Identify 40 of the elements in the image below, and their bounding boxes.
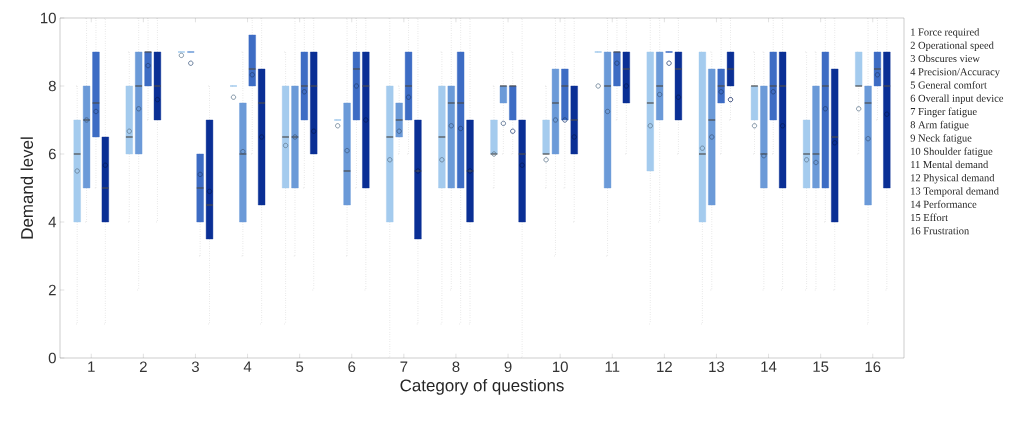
x-tick-label: 1 (88, 361, 95, 372)
text: 5 General comfort (910, 81, 987, 89)
x-tick-label: 10 (552, 361, 568, 373)
text: 13 Temporal demand (911, 187, 999, 197)
x-tick-label: 9 (504, 361, 512, 373)
y-tick-label: 10 (41, 12, 56, 24)
text: 11 Mental demand (911, 160, 989, 169)
text: 12 Physical demand (911, 173, 995, 184)
text: 7 Finger fatigue (910, 107, 977, 118)
text: 3 Obscures view (910, 54, 980, 63)
y-tick-label: 2 (48, 284, 56, 296)
text: 2 Operational speed (910, 41, 994, 51)
x-axis-title: Category of questions (400, 378, 564, 395)
x-tick-label: 11 (605, 361, 620, 372)
text: 4 Precision/Accuracy (910, 68, 1000, 78)
x-tick-label: 4 (243, 361, 252, 372)
text: 9 Neck fatigue (910, 134, 972, 144)
text: 6 Overall input device (910, 94, 1004, 104)
text: 1 Force required (911, 28, 980, 38)
y-tick-label: 8 (48, 80, 56, 92)
text: 15 Effort (911, 213, 949, 222)
x-tick-label: 6 (348, 361, 356, 373)
text: 10 Shoulder fatigue (911, 147, 993, 157)
x-tick-label: 2 (139, 361, 147, 372)
y-tick-label: 0 (48, 352, 56, 364)
x-tick-label: 8 (452, 361, 460, 373)
x-tick-label: 5 (296, 361, 304, 372)
x-tick-label: 13 (709, 361, 725, 373)
x-tick-label: 12 (657, 361, 672, 372)
text: 16 Frustration (911, 227, 970, 235)
y-tick-label: 6 (48, 148, 56, 160)
y-axis-title: Demand level (20, 137, 34, 239)
x-tick-label: 15 (813, 361, 829, 372)
y-tick-label: 4 (48, 216, 57, 228)
x-tick-label: 3 (191, 361, 199, 373)
text: 8 Arm fatigue (910, 120, 969, 131)
x-tick-label: 16 (865, 361, 881, 373)
text: 14 Performance (911, 200, 977, 208)
x-tick-label: 7 (400, 361, 408, 372)
x-tick-label: 14 (761, 361, 777, 372)
